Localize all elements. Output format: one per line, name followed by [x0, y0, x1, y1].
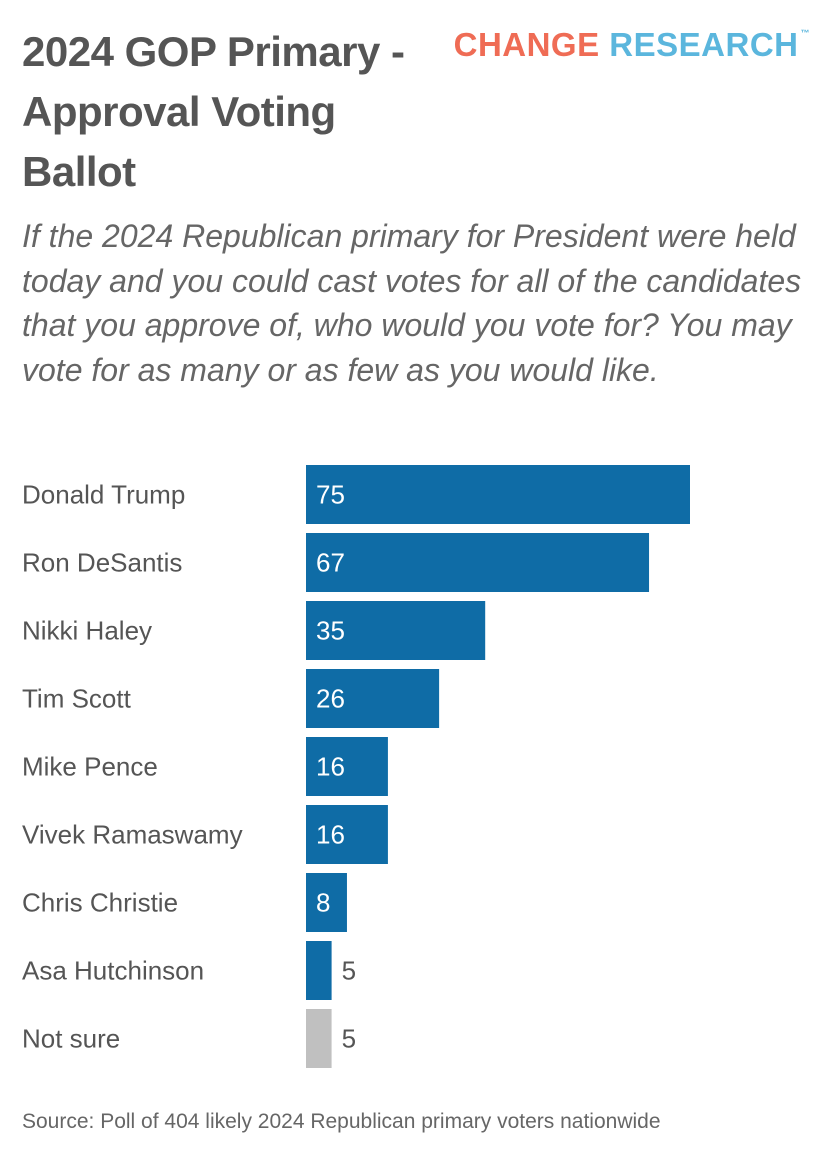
value-label-chris-christie: 8: [316, 888, 330, 918]
bar-vivek-ramaswamy: [306, 805, 388, 864]
bar-asa-hutchinson: [306, 941, 332, 1000]
source-note: Source: Poll of 404 likely 2024 Republic…: [22, 1110, 661, 1133]
category-label-vivek-ramaswamy: Vivek Ramaswamy: [22, 820, 243, 850]
bar-not-sure: [306, 1009, 332, 1068]
value-label-ron-desantis: 67: [316, 548, 345, 578]
chart-subtitle: If the 2024 Republican primary for Presi…: [22, 218, 802, 388]
bar-mike-pence: [306, 737, 388, 796]
chart-title: 2024 GOP Primary - Approval Voting Ballo…: [22, 28, 405, 195]
category-label-chris-christie: Chris Christie: [22, 888, 178, 918]
logo-word-research: RESEARCH: [609, 26, 799, 63]
category-label-not-sure: Not sure: [22, 1024, 120, 1054]
bar-tim-scott: [306, 669, 440, 728]
bar-ron-desantis: [306, 533, 650, 592]
category-label-mike-pence: Mike Pence: [22, 752, 158, 782]
category-label-ron-desantis: Ron DeSantis: [22, 548, 182, 578]
value-label-tim-scott: 26: [316, 684, 345, 714]
value-label-donald-trump: 75: [316, 480, 345, 510]
bar-chris-christie: [306, 873, 347, 932]
category-label-asa-hutchinson: Asa Hutchinson: [22, 956, 204, 986]
bar-nikki-haley: [306, 601, 486, 660]
bar-donald-trump: [306, 465, 690, 524]
logo-word-change: CHANGE: [453, 26, 600, 63]
change-research-logo: CHANGE RESEARCH ™: [454, 26, 810, 64]
bar-chart: Donald Trump 75 Ron DeSantis 67 Nikki Haley 3…: [22, 465, 690, 1068]
logo-trademark: ™: [800, 28, 810, 38]
value-label-not-sure: 5: [342, 1024, 356, 1054]
value-label-mike-pence: 16: [316, 752, 345, 782]
value-label-vivek-ramaswamy: 16: [316, 820, 345, 850]
category-label-donald-trump: Donald Trump: [22, 480, 185, 510]
category-label-tim-scott: Tim Scott: [22, 684, 132, 714]
category-label-nikki-haley: Nikki Haley: [22, 616, 152, 646]
value-label-asa-hutchinson: 5: [342, 956, 356, 986]
value-label-nikki-haley: 35: [316, 616, 345, 646]
